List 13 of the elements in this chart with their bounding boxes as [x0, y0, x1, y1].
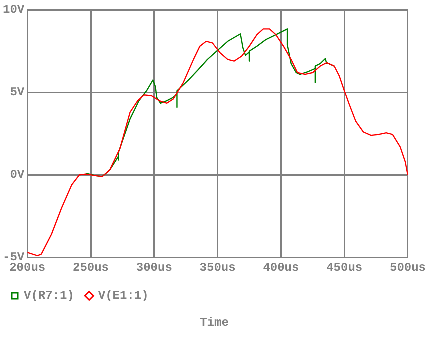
x-tick-label: 500us [390, 260, 426, 275]
x-axis-title: Time [199, 316, 230, 330]
x-tick-label: 350us [200, 260, 236, 275]
x-tick-label: 200us [10, 260, 46, 275]
y-tick-label: 10V [2, 3, 26, 18]
x-tick-label: 450us [326, 260, 363, 275]
x-tick-label: 250us [72, 260, 110, 275]
legend-label: V(R7:1) [24, 289, 74, 304]
y-tick-label: 5V [10, 86, 26, 100]
legend-label: V(E1:1) [98, 289, 149, 304]
x-tick-label: 300us [136, 260, 172, 275]
x-tick-label: 400us [263, 260, 300, 275]
y-tick-label: 0V [10, 168, 26, 182]
